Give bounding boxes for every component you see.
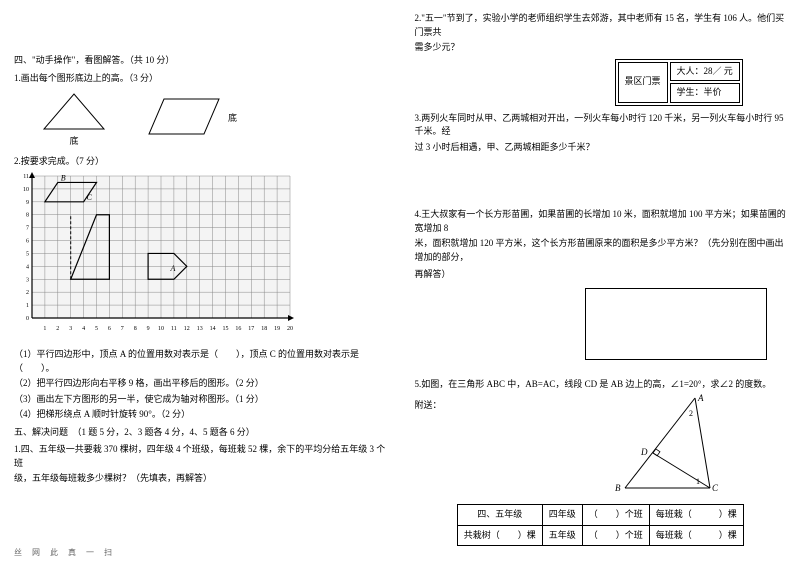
footer-text: 丝 网 此 真 一 扫 (14, 547, 116, 559)
right-column: 2."五一"节到了，实验小学的老师组织学生去郊游，其中老师有 15 名，学生有 … (401, 0, 800, 565)
p4c: 再解答） (415, 268, 451, 282)
svg-text:7: 7 (121, 326, 124, 332)
svg-text:10: 10 (158, 326, 164, 332)
svg-text:15: 15 (223, 326, 229, 332)
p4a: 4.王大叔家有一个长方形苗圃，如果苗圃的长增加 10 米，面积就增加 100 平… (415, 208, 787, 235)
svg-text:3: 3 (69, 326, 72, 332)
tbl-r1c2: 四年级 (542, 505, 582, 526)
svg-text:4: 4 (26, 264, 29, 270)
p3b: 过 3 小时后相遇，甲、乙两城相距多少千米？ (415, 141, 787, 155)
svg-text:6: 6 (108, 326, 111, 332)
q4-2-text: 2.按要求完成。（7 分） (14, 155, 386, 169)
svg-text:1: 1 (696, 477, 700, 486)
svg-text:2: 2 (26, 290, 29, 296)
svg-text:0: 0 (26, 316, 29, 322)
svg-text:5: 5 (26, 251, 29, 257)
tbl-r1c3: （ ）个班 (582, 505, 649, 526)
tbl-r2c4: 每班栽（ ）棵 (649, 525, 743, 546)
p4b: 米，面积就增加 120 平方米，这个长方形苗圃原来的面积是多少平方米？（先分别在… (415, 237, 787, 264)
ticket-student: 学生：半价 (670, 83, 740, 103)
grid-figure: 1234567891011121314151617181920123456789… (14, 172, 386, 342)
p5-1a: 1.四、五年级一共要栽 370 棵树，四年级 4 个班级，每班栽 52 棵，余下… (14, 443, 386, 470)
svg-text:C: C (712, 483, 719, 493)
tbl-r2c1: 共栽树（ ）棵 (457, 525, 542, 546)
svg-text:5: 5 (95, 326, 98, 332)
svg-text:B: B (61, 173, 66, 182)
p5-1b: 级，五年级每班栽多少棵树？（先填表，再解答） (14, 472, 386, 486)
svg-text:17: 17 (248, 326, 254, 332)
left-column: 四、"动手操作"，看图解答。（共 10 分） 1.画出每个图形底边上的高。（3 … (0, 0, 400, 565)
svg-text:1: 1 (43, 326, 46, 332)
svg-text:9: 9 (26, 200, 29, 206)
svg-text:9: 9 (147, 326, 150, 332)
svg-text:2: 2 (56, 326, 59, 332)
tbl-r1c1: 四、五年级 (457, 505, 542, 526)
svg-text:A: A (697, 393, 704, 403)
svg-text:6: 6 (26, 239, 29, 245)
section4-title: 四、"动手操作"，看图解答。（共 10 分） (14, 54, 386, 68)
svg-text:13: 13 (197, 326, 203, 332)
parallelogram-shape (149, 99, 219, 134)
answer-table: 四、五年级 四年级 （ ）个班 每班栽（ ）棵 共栽树（ ）棵 五年级 （ ）个… (457, 504, 744, 546)
svg-text:1: 1 (26, 303, 29, 309)
section5-title: 五、解决问题 （1 题 5 分，2、3 题各 4 分，4、5 题各 6 分） (14, 426, 386, 440)
p5: 5.如图，在三角形 ABC 中，AB=AC，线段 CD 是 AB 边上的高，∠1… (415, 378, 787, 392)
rectangle-workbox (585, 288, 767, 360)
svg-text:11: 11 (171, 326, 177, 332)
svg-text:10: 10 (23, 187, 29, 193)
parallelogram-side-label: 底 (228, 112, 237, 126)
tbl-r2c3: （ ）个班 (582, 525, 649, 546)
svg-text:19: 19 (274, 326, 280, 332)
svg-text:8: 8 (26, 213, 29, 219)
svg-text:8: 8 (134, 326, 137, 332)
q4-1-text: 1.画出每个图形底边上的高。（3 分） (14, 72, 386, 86)
triangle-shape (44, 94, 104, 129)
tbl-r2c2: 五年级 (542, 525, 582, 546)
ticket-price-box: 景区门票 大人：28／ 元 学生：半价 (615, 59, 743, 106)
parallelogram-figure: 底 (144, 94, 237, 144)
p2b: 需多少元？ (415, 41, 787, 55)
triangle-figure: 底 (34, 89, 114, 149)
triangle-base-label: 底 (34, 135, 114, 149)
q4-2-2: （2）把平行四边形向右平移 9 格，画出平移后的图形。（2 分） (14, 377, 386, 391)
svg-text:C: C (87, 193, 93, 202)
q4-2-1: （1）平行四边形中，顶点 A 的位置用数对表示是（ ），顶点 C 的位置用数对表… (14, 348, 386, 375)
tbl-r1c4: 每班栽（ ）棵 (649, 505, 743, 526)
svg-text:18: 18 (261, 326, 267, 332)
svg-text:A: A (169, 264, 175, 273)
q4-2-4: （4）把梯形绕点 A 顺时针旋转 90°。（2 分） (14, 408, 386, 422)
q4-2-3: （3）画出左下方图形的另一半，使它成为轴对称图形。（1 分） (14, 393, 386, 407)
svg-text:20: 20 (287, 326, 293, 332)
svg-text:7: 7 (26, 226, 29, 232)
ticket-left: 景区门票 (618, 62, 668, 103)
p2a: 2."五一"节到了，实验小学的老师组织学生去郊游，其中老师有 15 名，学生有 … (415, 12, 787, 39)
ticket-adult: 大人：28／ 元 (670, 62, 740, 82)
p3a: 3.两列火车同时从甲、乙两城相对开出，一列火车每小时行 120 千米，另一列火车… (415, 112, 787, 139)
svg-text:B: B (615, 483, 621, 493)
shapes-row: 底 底 (34, 89, 386, 149)
svg-text:12: 12 (184, 326, 190, 332)
svg-text:14: 14 (210, 326, 216, 332)
svg-text:16: 16 (235, 326, 241, 332)
svg-text:3: 3 (26, 277, 29, 283)
svg-text:2: 2 (689, 409, 693, 418)
svg-text:4: 4 (82, 326, 85, 332)
svg-text:11: 11 (23, 174, 29, 180)
q4-2-subquestions: （1）平行四边形中，顶点 A 的位置用数对表示是（ ），顶点 C 的位置用数对表… (14, 348, 386, 422)
triangle-abc-figure: 1 2A B C D (615, 393, 735, 498)
attach-label: 附送： (415, 399, 442, 413)
svg-text:D: D (640, 447, 648, 457)
